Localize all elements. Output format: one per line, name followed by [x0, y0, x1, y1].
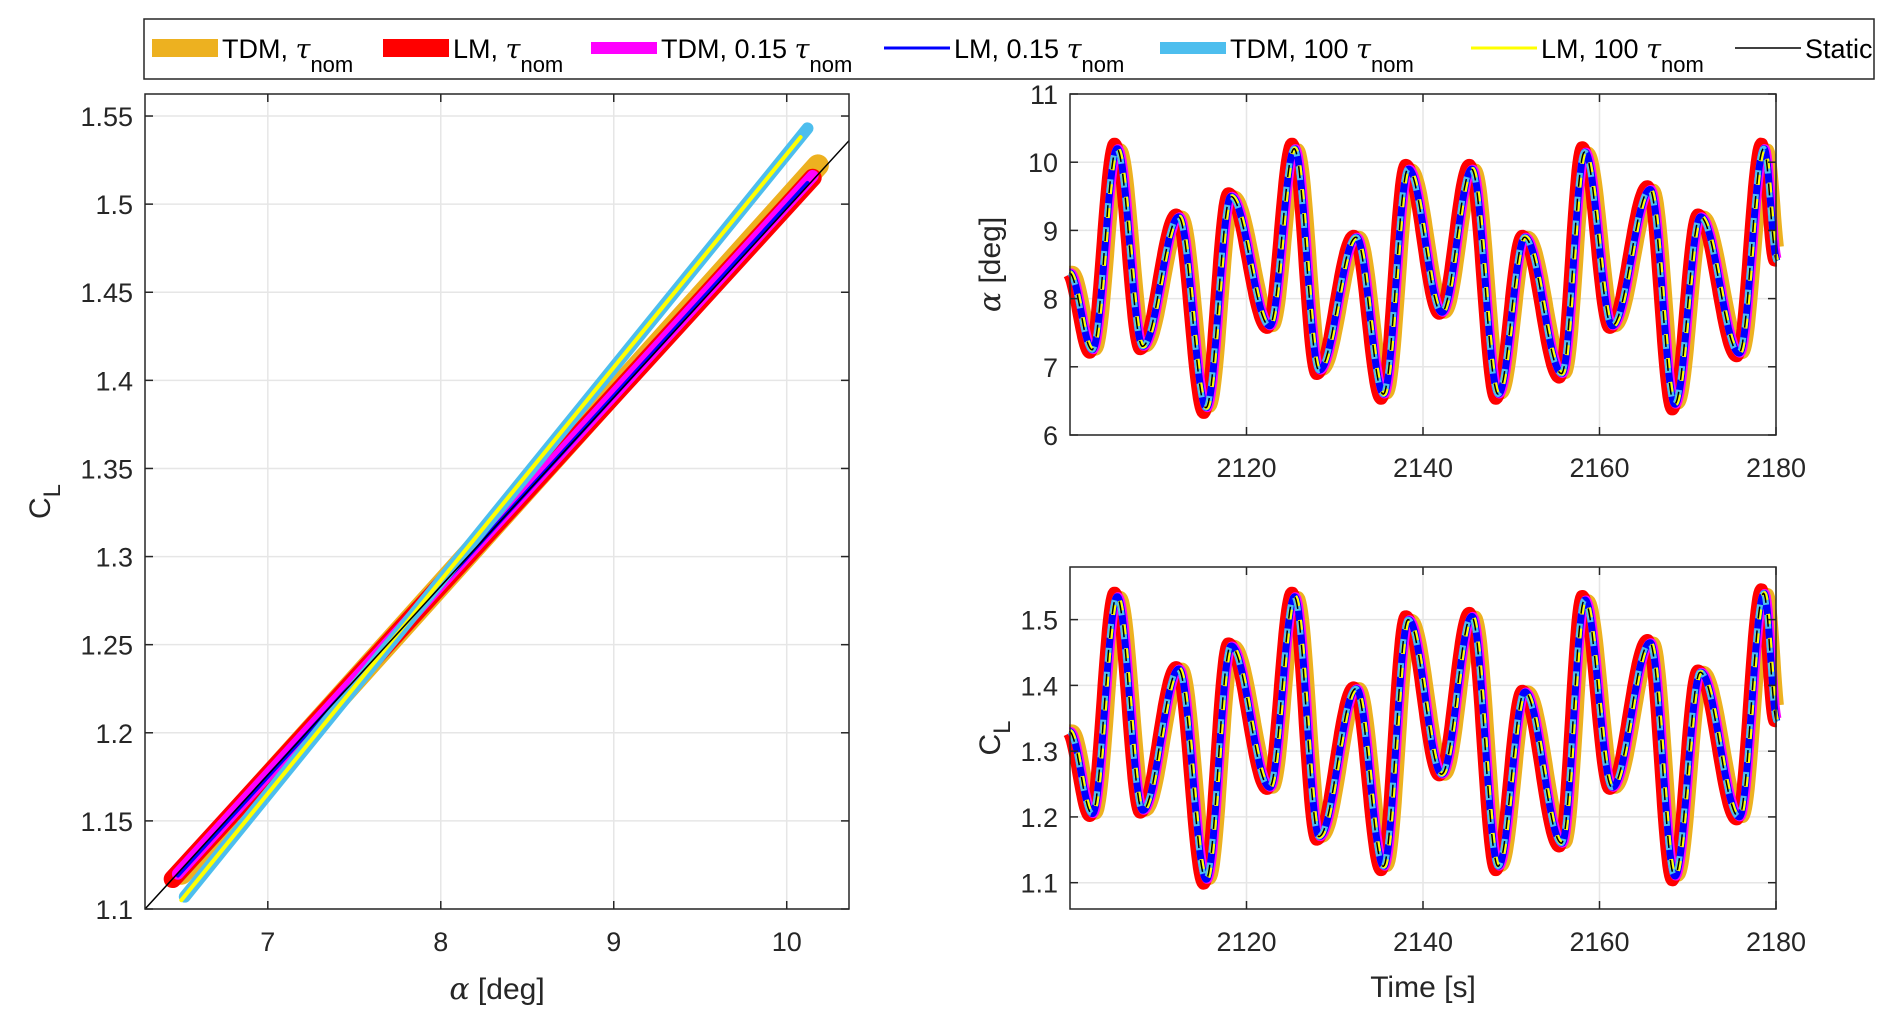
- legend-label: Static: [1805, 34, 1873, 64]
- y-tick-label: 1.3: [1020, 737, 1058, 767]
- x-tick-label: 2180: [1746, 453, 1806, 483]
- x-tick-label: 10: [772, 927, 802, 957]
- legend-label: LM, τnom: [453, 34, 563, 77]
- y-tick-label: 1.4: [95, 366, 133, 396]
- x-tick-label: 7: [260, 927, 275, 957]
- series-line-lm-100-nom: [1068, 591, 1779, 882]
- y-tick-label: 9: [1043, 216, 1058, 246]
- x-axis-label: Time [s]: [1370, 971, 1476, 1004]
- x-axis-label-symbol: α: [449, 972, 469, 1007]
- legend: TDM, τnom LM, τnom TDM, 0.15 τnom LM, 0.15 …: [143, 18, 1875, 80]
- x-tick-label: 2160: [1569, 453, 1629, 483]
- y-tick-label: 6: [1043, 421, 1058, 451]
- y-tick-label: 1.5: [1020, 606, 1058, 636]
- legend-label: TDM, 100 τnom: [1230, 34, 1414, 77]
- legend-label: LM, 100 τnom: [1541, 34, 1704, 77]
- x-tick-label: 2120: [1216, 927, 1276, 957]
- series-line-static: [1068, 592, 1778, 881]
- y-tick-label: 7: [1043, 353, 1058, 383]
- y-tick-label: 1.45: [80, 278, 133, 308]
- x-axis-label-text: [deg]: [470, 973, 545, 1006]
- y-tick-label: 11: [1030, 80, 1058, 110]
- plot-area: [145, 122, 849, 909]
- legend-item-2: TDM, 0.15 τnom: [591, 34, 852, 77]
- series-line-static: [145, 140, 849, 909]
- y-tick-label: 10: [1028, 148, 1058, 178]
- y-tick-label: 1.4: [1020, 671, 1058, 701]
- y-tick-label: 1.1: [1020, 869, 1058, 899]
- x-tick-label: 2140: [1393, 453, 1453, 483]
- series-line-lm-100-nom: [1068, 146, 1779, 410]
- legend-item-0: TDM, τnom: [152, 34, 353, 77]
- y-tick-label: 1.2: [1020, 803, 1058, 833]
- y-tick-label: 1.15: [80, 807, 133, 837]
- y-axis-label: CL: [24, 484, 66, 519]
- series-line-static: [1068, 147, 1778, 409]
- y-axis-label: CL: [974, 720, 1016, 755]
- x-tick-label: 2160: [1569, 927, 1629, 957]
- legend-item-4: TDM, 100 τnom: [1160, 34, 1414, 77]
- series-line-lm-100-nom: [179, 135, 803, 903]
- y-tick-label: 1.5: [95, 190, 133, 220]
- y-tick-label: 8: [1043, 285, 1058, 315]
- y-axis-label: α [deg]: [973, 217, 1008, 312]
- x-tick-label: 2120: [1216, 453, 1276, 483]
- legend-label: LM, 0.15 τnom: [954, 34, 1124, 77]
- legend-item-5: LM, 100 τnom: [1471, 34, 1704, 77]
- axes-cl-vs-time: 2120 2140 2160 2180 1.1 1.2 1.3 1.4 1.5 Time [s]…: [974, 566, 1806, 1004]
- y-tick-label: 1.25: [80, 631, 133, 661]
- y-tick-label: 1.55: [80, 102, 133, 132]
- axes-alpha-vs-time: 2120 2140 2160 2180 6 7 8 9 10 11 α [deg]: [973, 80, 1806, 483]
- legend-item-1: LM, τnom: [383, 34, 563, 77]
- y-tick-label: 1.3: [95, 543, 133, 573]
- axes-cl-vs-alpha: 7 8 9 10 1.1 1.15 1.2 1.25 1.3 1.35 1.4 1.45 1.5 1.55…: [24, 93, 850, 1007]
- x-tick-label: 2140: [1393, 927, 1453, 957]
- legend-item-6: Static: [1735, 34, 1873, 64]
- y-tick-label: 1.35: [80, 454, 133, 484]
- legend-label: TDM, τnom: [222, 34, 353, 77]
- legend-item-3: LM, 0.15 τnom: [884, 34, 1124, 77]
- x-tick-label: 2180: [1746, 927, 1806, 957]
- x-tick-label: 9: [606, 927, 621, 957]
- x-axis-label: α [deg]: [449, 972, 544, 1007]
- legend-label: TDM, 0.15 τnom: [661, 34, 852, 77]
- plot-area: [1063, 137, 1784, 419]
- y-tick-label: 1.2: [95, 719, 133, 749]
- axes-frame: [144, 93, 850, 910]
- plot-area: [1063, 583, 1784, 890]
- y-tick-label: 1.1: [95, 895, 133, 925]
- x-tick-label: 8: [433, 927, 448, 957]
